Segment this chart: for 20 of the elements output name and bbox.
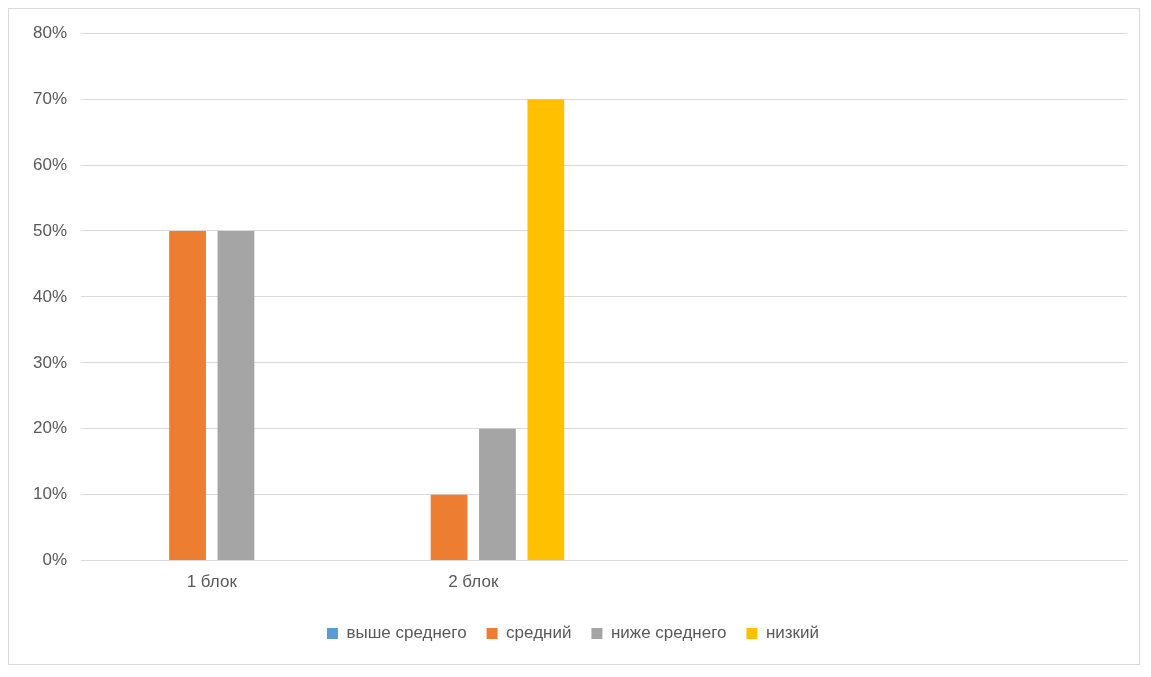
legend-label: средний	[506, 623, 572, 643]
bar	[527, 99, 565, 561]
y-tick-label: 10%	[32, 484, 68, 504]
bar	[169, 230, 206, 561]
legend-label: выше среднего	[346, 623, 467, 643]
y-tick-label: 30%	[32, 352, 68, 372]
bar	[217, 230, 255, 561]
y-tick-label: 0%	[42, 550, 68, 570]
bar	[479, 428, 516, 561]
y-tick-label: 80%	[32, 22, 68, 42]
legend-label: ниже среднего	[610, 623, 727, 643]
y-tick-label: 60%	[32, 154, 68, 174]
y-tick-label: 20%	[32, 418, 68, 438]
bar	[430, 494, 468, 561]
legend-label: низкий	[765, 623, 820, 643]
x-tick-label: 1 блок	[186, 572, 238, 592]
y-tick-label: 70%	[32, 88, 68, 108]
y-tick-label: 50%	[32, 220, 68, 240]
x-tick-label: 2 блок	[448, 572, 499, 592]
y-tick-label: 40%	[32, 286, 68, 306]
